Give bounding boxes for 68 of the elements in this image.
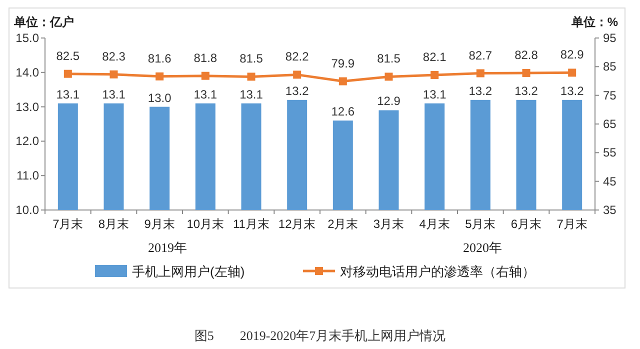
data-label: 82.7: [468, 48, 492, 62]
point: [247, 72, 256, 81]
point: [476, 69, 484, 78]
data-label: 13.1: [422, 87, 447, 102]
x-tick-label: 8月末: [98, 217, 130, 231]
y-tick-label: 15.0: [16, 31, 40, 45]
data-label: 82.2: [285, 50, 310, 64]
point: [64, 70, 72, 78]
data-label: 81.5: [240, 52, 264, 66]
data-label: 13.0: [148, 90, 172, 105]
y2-tick-label: 85: [603, 60, 617, 74]
x-tick-label: 11月末: [233, 217, 270, 231]
data-label: 82.5: [56, 48, 80, 63]
x-tick-label: 6月末: [510, 217, 542, 231]
data-label: 13.1: [102, 87, 126, 102]
y-axis-title: 单位：亿户: [13, 15, 74, 29]
y2-axis-title: 单位：%: [570, 15, 618, 29]
data-label: 82.1: [422, 50, 447, 64]
data-label: 13.2: [514, 84, 538, 98]
point: [293, 70, 302, 79]
y-tick-label: 10.0: [16, 203, 40, 217]
data-label: 81.8: [194, 50, 218, 65]
x-tick-label: 5月末: [465, 217, 496, 231]
y-tick-label: 13.0: [16, 100, 40, 114]
data-label: 13.1: [56, 87, 80, 102]
text: 图5 2019-2020年7月末手机上网用户情况: [194, 328, 446, 343]
y2-tick-label: 35: [603, 203, 617, 217]
x-tick-label: 7月末: [556, 217, 588, 231]
x-tick-label: 3月末: [373, 217, 404, 231]
x-tick-label: 4月末: [419, 217, 450, 231]
x-tick-label: 12月末: [278, 217, 316, 231]
x-tick-label: 9月末: [144, 217, 175, 231]
legend-label: 对移动电话用户的渗透率（右轴）: [340, 264, 535, 279]
data-label: 12.6: [331, 104, 355, 119]
y-tick-label: 11.0: [16, 168, 40, 183]
y2-tick-label: 55: [603, 146, 617, 160]
data-label: 13.2: [285, 84, 310, 98]
text: 2020年: [463, 240, 502, 255]
data-label: 79.9: [331, 56, 355, 70]
x-tick-label: 10月末: [186, 217, 224, 231]
data-label: 13.2: [560, 84, 584, 98]
y2-tick-label: 45: [603, 174, 617, 188]
data-label: 81.5: [377, 52, 401, 66]
point: [568, 68, 576, 77]
data-label: 12.9: [377, 94, 401, 108]
x-tick-label: 7月末: [52, 217, 84, 231]
data-label: 13.1: [240, 87, 264, 102]
point: [156, 72, 164, 80]
data-label: 81.6: [148, 51, 172, 66]
y2-tick-label: 75: [603, 88, 617, 102]
point: [384, 72, 393, 81]
y-tick-label: 12.0: [16, 134, 40, 148]
data-label: 13.2: [468, 84, 492, 98]
y2-tick-label: 65: [603, 117, 617, 131]
point: [110, 70, 118, 78]
data-label: 82.9: [560, 48, 584, 62]
data-label: 82.8: [514, 48, 538, 62]
legend-label: 手机上网用户(左轴): [132, 264, 245, 279]
x-tick-label: 2月末: [328, 217, 358, 231]
point: [201, 72, 210, 80]
y-tick-label: 14.0: [16, 65, 40, 80]
data-label: 82.3: [102, 49, 126, 64]
point: [338, 77, 347, 86]
point: [522, 68, 530, 77]
y2-tick-label: 95: [603, 31, 617, 45]
point: [430, 70, 439, 79]
text: 2019年: [148, 240, 187, 255]
data-label: 13.1: [194, 87, 218, 102]
